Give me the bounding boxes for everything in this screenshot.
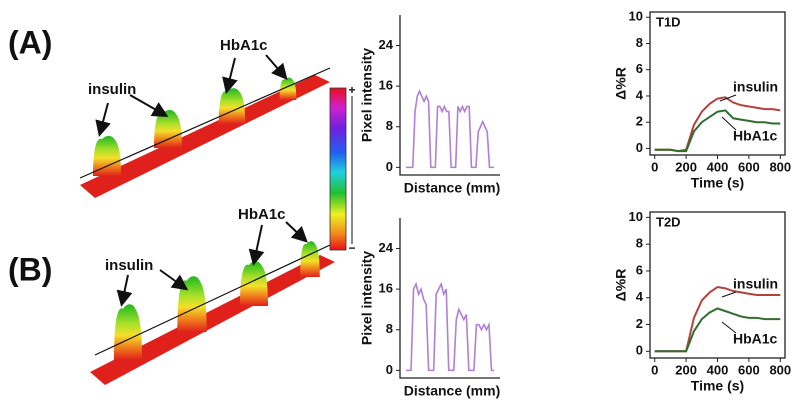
x-tick-label: 600 [738, 159, 760, 174]
colorbar-min: − [348, 241, 355, 255]
y-axis-label: Pixel intensity [359, 48, 375, 142]
label-pointer [721, 116, 737, 131]
label-pointer [721, 321, 737, 334]
series-label: insulin [733, 276, 778, 292]
colorbar [329, 87, 347, 251]
x-tick-label: 800 [769, 362, 791, 377]
y-tick-label: 6 [636, 61, 643, 76]
x-tick-label: 200 [675, 362, 697, 377]
series-label: insulin [733, 79, 778, 95]
x-axis-label: Distance (mm) [404, 180, 500, 196]
x-axis-label: Distance (mm) [404, 383, 500, 399]
series-line [654, 307, 781, 353]
profile-line [406, 281, 494, 372]
y-tick-label: 4 [636, 289, 644, 304]
y-axis-label: Δ%R [613, 269, 629, 302]
y-tick-label: 10 [629, 9, 643, 24]
y-tick-label: 0 [636, 140, 643, 155]
x-tick-label: 400 [707, 362, 729, 377]
y-tick-label: 8 [636, 236, 643, 251]
x-tick-label: 400 [707, 159, 729, 174]
y-tick-label: 16 [379, 281, 393, 296]
y-tick-label: 8 [636, 35, 643, 50]
y-tick-label: 8 [386, 321, 393, 336]
annotation: HbA1c [220, 37, 268, 54]
y-tick-label: 0 [636, 343, 643, 358]
y-tick-label: 24 [379, 240, 394, 255]
x-tick-label: 200 [675, 159, 697, 174]
series-line [654, 109, 781, 153]
axis-line [399, 15, 500, 176]
panel-label: (A) [8, 24, 52, 60]
y-tick-label: 6 [636, 262, 643, 277]
surface-a [79, 54, 331, 198]
x-tick-label: 0 [651, 159, 658, 174]
label-pointer [721, 291, 737, 298]
y-axis-label: Pixel intensity [359, 251, 375, 345]
panel-label: (B) [8, 251, 52, 287]
x-tick-label: 800 [769, 159, 791, 174]
axis-line [399, 218, 500, 379]
y-tick-label: 4 [636, 87, 644, 102]
series-label: HbA1c [733, 128, 778, 144]
y-tick-label: 24 [379, 37, 394, 52]
y-tick-label: 16 [379, 78, 393, 93]
label-pointer [719, 94, 737, 102]
y-tick-label: 2 [636, 316, 643, 331]
x-tick-label: 600 [738, 362, 760, 377]
x-axis-label: Time (s) [691, 175, 744, 191]
x-axis-label: Time (s) [691, 378, 744, 394]
annotation: T2D [656, 214, 681, 229]
series-label: HbA1c [733, 331, 778, 347]
y-tick-label: 2 [636, 114, 643, 129]
y-axis-label: Δ%R [613, 67, 629, 100]
y-tick-label: 8 [386, 118, 393, 133]
profile-line [406, 89, 494, 169]
y-tick-label: 10 [629, 209, 643, 224]
annotation: insulin [105, 257, 153, 274]
annotation: insulin [88, 81, 136, 98]
surface-b [90, 221, 335, 385]
x-tick-label: 0 [651, 362, 658, 377]
y-tick-label: 0 [386, 362, 393, 377]
colorbar-max: + [348, 83, 355, 97]
y-tick-label: 0 [386, 159, 393, 174]
annotation: HbA1c [238, 206, 286, 223]
annotation: T1D [656, 14, 681, 29]
